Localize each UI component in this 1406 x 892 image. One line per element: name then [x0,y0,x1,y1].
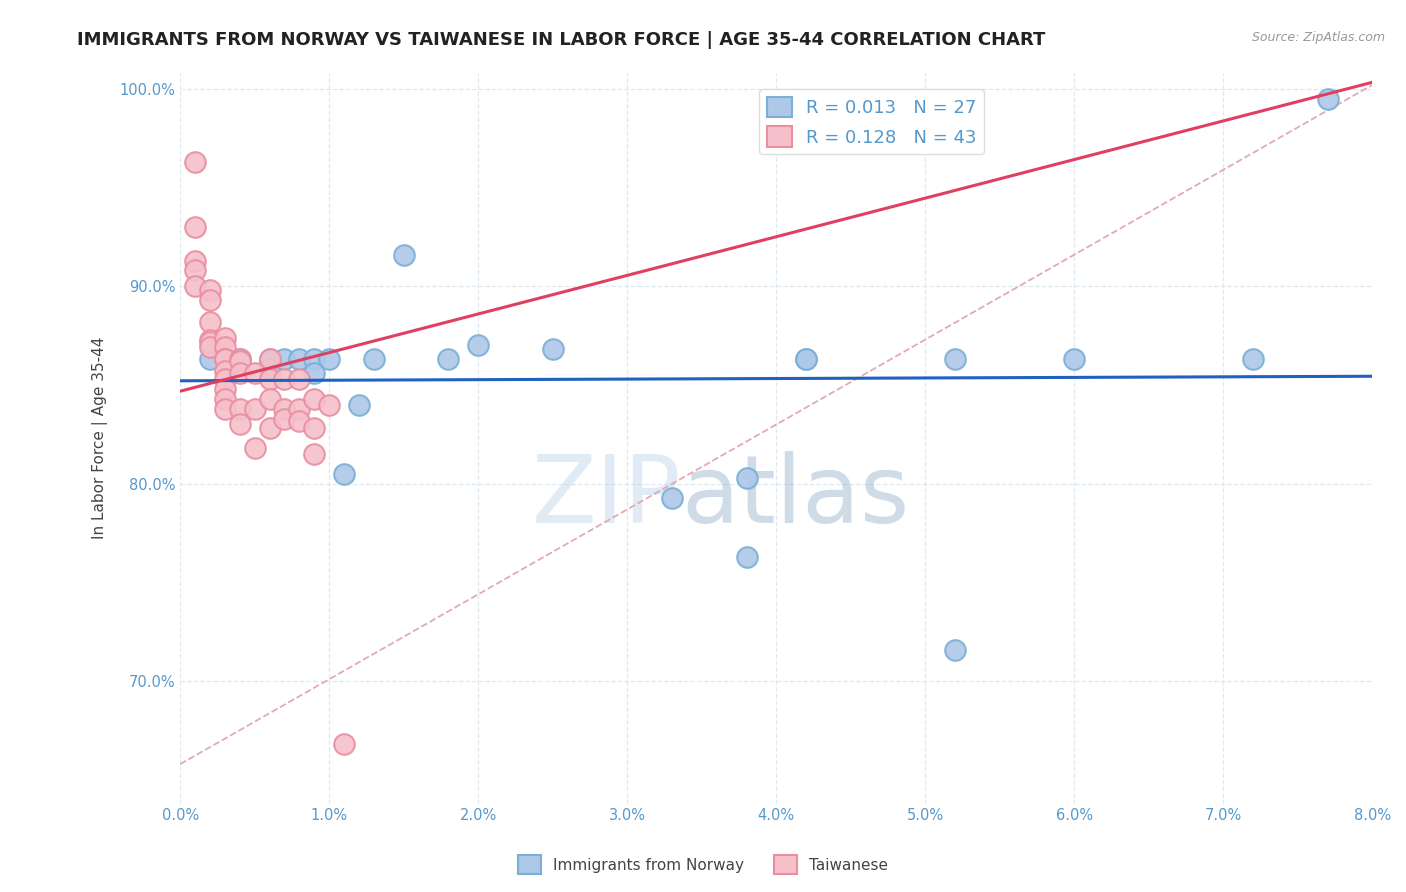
Point [333,467,356,481]
Point [273,352,295,367]
Point [198,315,221,329]
Point [288,372,311,386]
Point [288,401,311,416]
Point [214,330,236,344]
Point [198,334,221,349]
Point [229,352,252,367]
Y-axis label: In Labor Force | Age 35-44: In Labor Force | Age 35-44 [93,337,108,540]
Point [184,279,207,293]
Point [243,441,266,455]
Point [214,352,236,367]
Point [1316,92,1339,106]
Point [437,352,460,367]
Point [304,392,326,406]
Point [198,352,221,367]
Point [1241,352,1264,367]
Point [214,382,236,396]
Point [214,401,236,416]
Point [259,392,281,406]
Point [943,352,966,367]
Point [318,352,340,367]
Point [333,738,356,752]
Point [318,398,340,412]
Point [198,283,221,297]
Text: IMMIGRANTS FROM NORWAY VS TAIWANESE IN LABOR FORCE | AGE 35-44 CORRELATION CHART: IMMIGRANTS FROM NORWAY VS TAIWANESE IN L… [77,31,1046,49]
Point [273,401,295,416]
Point [229,417,252,432]
Point [243,401,266,416]
Point [184,154,207,169]
Point [184,219,207,234]
Point [288,352,311,367]
Point [304,421,326,435]
Text: atlas: atlas [681,450,910,542]
Point [198,293,221,307]
Point [229,401,252,416]
Point [229,352,252,367]
Point [259,362,281,376]
Point [214,372,236,386]
Point [243,366,266,380]
Point [392,247,415,261]
Point [794,352,817,367]
Point [467,338,489,352]
Point [259,354,281,368]
Point [943,642,966,657]
Point [259,352,281,367]
Point [1063,352,1085,367]
Point [214,364,236,378]
Point [184,263,207,277]
Point [304,352,326,367]
Point [214,352,236,367]
Point [541,343,564,357]
Point [273,372,295,386]
Point [735,471,758,485]
Point [363,352,385,367]
Text: ZIP: ZIP [531,450,681,542]
Point [259,372,281,386]
Point [735,549,758,564]
Point [794,352,817,367]
Point [198,333,221,347]
Point [214,341,236,355]
Text: Source: ZipAtlas.com: Source: ZipAtlas.com [1251,31,1385,45]
Point [198,341,221,355]
Point [273,411,295,425]
Point [259,421,281,435]
Point [288,413,311,427]
Point [184,253,207,268]
Point [304,447,326,461]
Point [229,354,252,368]
Point [229,366,252,380]
Legend: R = 0.013   N = 27, R = 0.128   N = 43: R = 0.013 N = 27, R = 0.128 N = 43 [759,89,984,154]
Point [214,392,236,406]
Point [304,366,326,380]
Legend: Immigrants from Norway, Taiwanese: Immigrants from Norway, Taiwanese [512,849,894,880]
Point [661,491,683,505]
Point [347,398,370,412]
Point [259,352,281,367]
